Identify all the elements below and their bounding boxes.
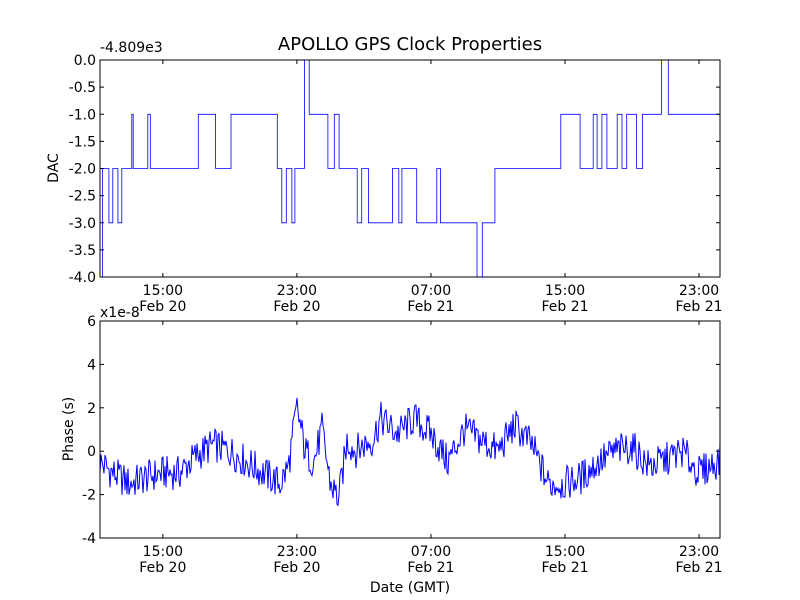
dac-x-tick-time: 15:00 bbox=[143, 283, 183, 299]
phase-x-tick-time: 15:00 bbox=[143, 544, 183, 560]
dac-offset-text: -4.809e3 bbox=[100, 40, 163, 56]
phase-x-tick-date: Feb 20 bbox=[139, 560, 186, 576]
dac-x-tick-date: Feb 20 bbox=[273, 299, 320, 315]
phase-marks bbox=[99, 397, 721, 507]
chart-title: APOLLO GPS Clock Properties bbox=[278, 34, 542, 55]
dac-x-tick-date: Feb 21 bbox=[407, 299, 454, 315]
phase-y-tick-label: 0 bbox=[87, 444, 96, 460]
dac-x-tick-date: Feb 21 bbox=[676, 299, 723, 315]
phase-y-tick-label: 6 bbox=[87, 314, 96, 330]
dac-y-tick-label: -3.5 bbox=[69, 243, 96, 259]
dac-y-tick-label: 0.0 bbox=[74, 53, 96, 69]
dac-panel: -4.809e3 DAC 0.0 -0.5 -1.0 -1.5 -2.0 -2.5 -3.0… bbox=[46, 40, 723, 315]
dac-y-tick-label: -1.0 bbox=[69, 107, 96, 123]
dac-x-tick-time: 15:00 bbox=[545, 283, 585, 299]
dac-marks bbox=[100, 59, 720, 278]
phase-y-tick-label: -2 bbox=[82, 488, 96, 504]
dac-y-axis-label: DAC bbox=[46, 153, 62, 183]
phase-x-tick-date: Feb 21 bbox=[541, 560, 588, 576]
dac-x-tick-time: 23:00 bbox=[277, 283, 317, 299]
phase-x-tick-time: 07:00 bbox=[411, 544, 451, 560]
dac-series-line bbox=[100, 59, 720, 278]
phase-offset-text: x1e-8 bbox=[100, 305, 140, 321]
phase-x-tick-date: Feb 20 bbox=[273, 560, 320, 576]
phase-panel: x1e-8 Phase (s) Date (GMT) 6 4 2 0 -2 -4 15:00… bbox=[61, 305, 723, 596]
phase-series-line bbox=[99, 397, 721, 507]
dac-ticks: 0.0 -0.5 -1.0 -1.5 -2.0 -2.5 -3.0 -3.5 -4.0 15:00… bbox=[69, 53, 723, 315]
dac-y-tick-label: -2.0 bbox=[69, 162, 96, 178]
phase-axes-frame bbox=[99, 320, 721, 539]
dac-x-tick-time: 23:00 bbox=[679, 283, 719, 299]
dac-y-tick-label: -4.0 bbox=[69, 270, 96, 286]
phase-x-tick-date: Feb 21 bbox=[407, 560, 454, 576]
x-axis-label: Date (GMT) bbox=[370, 580, 450, 596]
dac-y-tick-label: -0.5 bbox=[69, 80, 96, 96]
phase-x-tick-time: 23:00 bbox=[679, 544, 719, 560]
phase-x-tick-time: 15:00 bbox=[545, 544, 585, 560]
dac-x-tick-date: Feb 21 bbox=[541, 299, 588, 315]
dac-y-tick-label: -2.5 bbox=[69, 189, 96, 205]
phase-x-tick-date: Feb 21 bbox=[676, 560, 723, 576]
dac-y-tick-label: -1.5 bbox=[69, 134, 96, 150]
phase-y-tick-label: 2 bbox=[87, 401, 96, 417]
phase-y-tick-label: -4 bbox=[82, 531, 96, 547]
phase-y-tick-label: 4 bbox=[87, 357, 96, 373]
dac-y-tick-label: -3.0 bbox=[69, 216, 96, 232]
dac-x-tick-time: 07:00 bbox=[411, 283, 451, 299]
phase-y-axis-label: Phase (s) bbox=[61, 397, 77, 461]
phase-x-tick-time: 23:00 bbox=[277, 544, 317, 560]
dac-x-tick-date: Feb 20 bbox=[139, 299, 186, 315]
